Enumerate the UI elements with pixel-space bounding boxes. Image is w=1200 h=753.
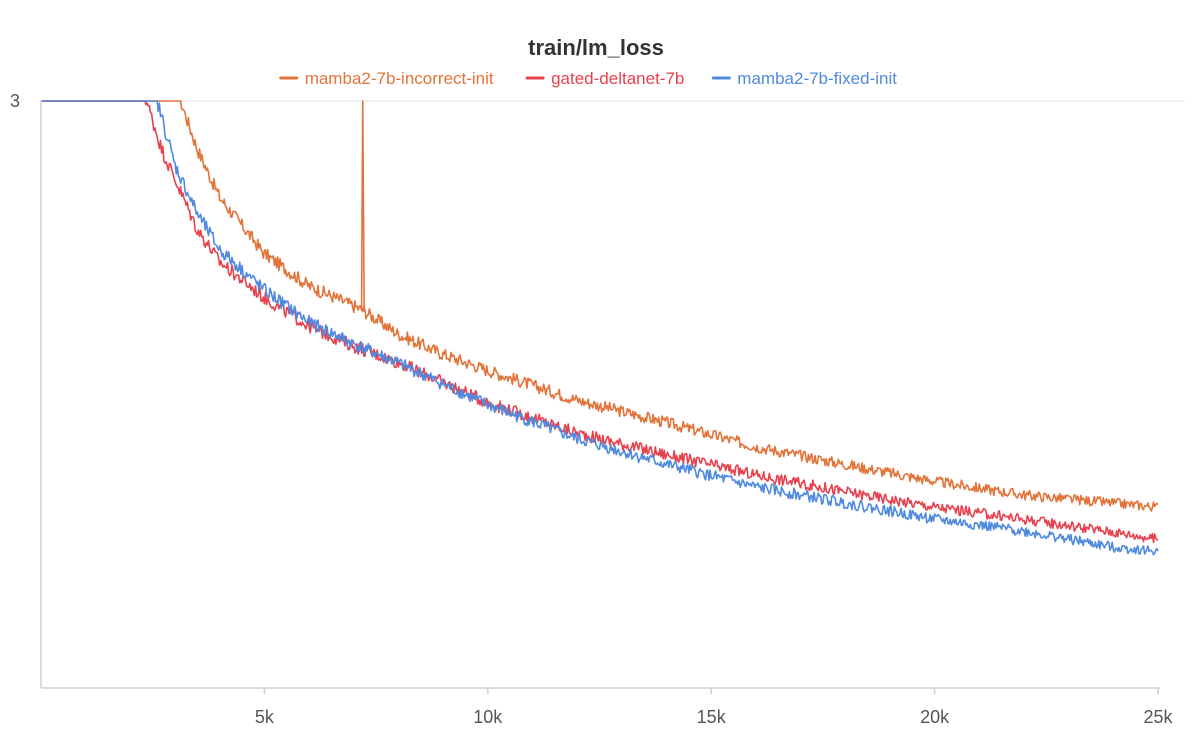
x-tick-label-0: 5k — [255, 707, 275, 727]
legend: mamba2-7b-incorrect-init gated-deltanet-7… — [279, 69, 897, 88]
legend-label-1: gated-deltanet-7b — [551, 69, 684, 88]
legend-label-0: mamba2-7b-incorrect-init — [305, 69, 494, 88]
chart-title: train/lm_loss — [528, 35, 664, 60]
series-line-gated-deltanet-7b — [41, 100, 1159, 544]
x-tick-label-3: 20k — [920, 707, 950, 727]
series-line-mamba2-7b-incorrect-init — [41, 100, 1159, 512]
x-axis-ticks: 5k 10k 15k 20k 25k — [255, 688, 1174, 727]
series-layer — [41, 100, 1159, 556]
legend-label-2: mamba2-7b-fixed-init — [737, 69, 897, 88]
x-tick-label-4: 25k — [1143, 707, 1173, 727]
x-tick-label-2: 15k — [697, 707, 727, 727]
x-tick-label-1: 10k — [473, 707, 503, 727]
y-tick-label-0: 3 — [10, 91, 20, 111]
y-axis-ticks: 3 — [10, 91, 20, 111]
series-line-mamba2-7b-fixed-init — [41, 100, 1159, 556]
